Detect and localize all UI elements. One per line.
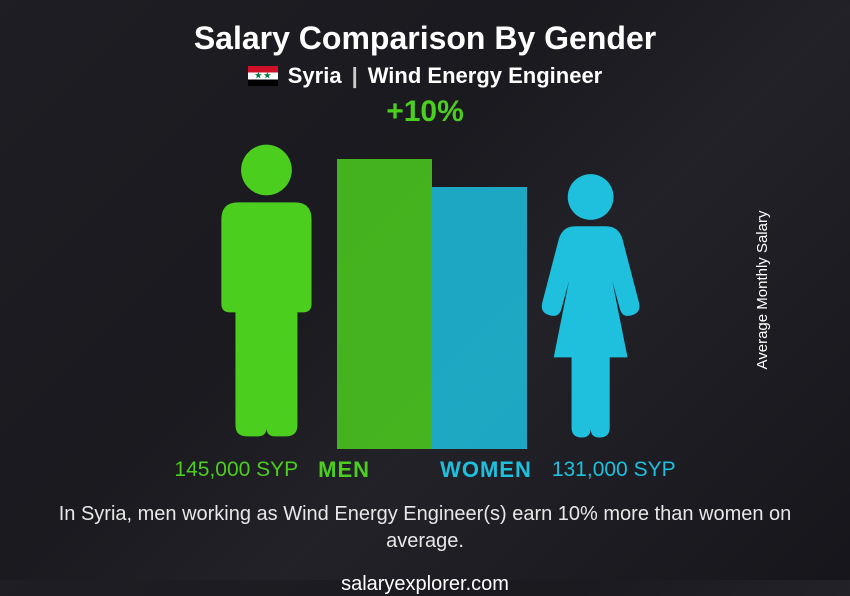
men-salary-label: 145,000 SYP	[174, 458, 298, 482]
women-bar	[432, 187, 527, 449]
description-text: In Syria, men working as Wind Energy Eng…	[55, 501, 795, 555]
women-side	[432, 129, 654, 449]
footer-source: salaryexplorer.com	[341, 573, 509, 596]
syria-flag-icon	[248, 66, 278, 86]
man-figure-wrap	[196, 129, 337, 449]
y-axis-label: Average Monthly Salary	[754, 211, 771, 370]
percent-difference-badge: +10%	[386, 95, 464, 129]
women-gender-label: WOMEN	[440, 457, 532, 483]
women-salary-label: 131,000 SYP	[552, 458, 676, 482]
infographic-container: Salary Comparison By Gender Syria | Wind…	[0, 0, 850, 580]
man-icon	[196, 139, 337, 449]
divider-pipe: |	[352, 63, 358, 89]
labels-row: 145,000 SYP MEN WOMEN 131,000 SYP	[65, 457, 785, 483]
men-bar	[337, 159, 432, 449]
men-gender-label: MEN	[318, 457, 370, 483]
job-title-label: Wind Energy Engineer	[368, 63, 603, 89]
country-label: Syria	[288, 63, 342, 89]
men-side	[196, 129, 432, 449]
page-title: Salary Comparison By Gender	[194, 20, 656, 57]
woman-figure-wrap	[527, 129, 654, 449]
subtitle-row: Syria | Wind Energy Engineer	[248, 63, 603, 89]
chart-area	[65, 129, 785, 449]
woman-icon	[527, 169, 654, 449]
